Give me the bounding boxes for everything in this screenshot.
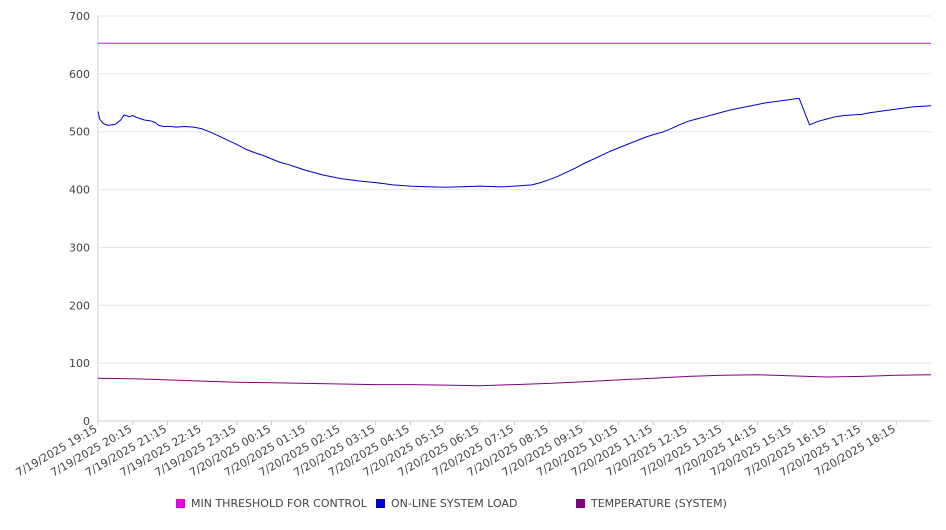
- y-tick-label: 400: [69, 184, 90, 197]
- legend-label-threshold: MIN THRESHOLD FOR CONTROL: [191, 497, 367, 510]
- y-tick-label: 600: [69, 68, 90, 81]
- legend-label-system-load: ON-LINE SYSTEM LOAD: [391, 497, 518, 510]
- y-tick-label: 300: [69, 241, 90, 254]
- y-tick-label: 100: [69, 357, 90, 370]
- y-tick-label: 700: [69, 10, 90, 23]
- legend-label-temperature: TEMPERATURE (SYSTEM): [591, 497, 727, 510]
- legend: MIN THRESHOLD FOR CONTROL ON-LINE SYSTEM…: [0, 497, 946, 517]
- legend-item-system-load[interactable]: ON-LINE SYSTEM LOAD: [376, 497, 517, 510]
- series-system-load-line: [97, 97, 932, 188]
- legend-swatch-system-load: [376, 499, 385, 508]
- legend-swatch-threshold: [176, 499, 185, 508]
- legend-swatch-temperature: [576, 499, 585, 508]
- series-temperature-line: [97, 374, 932, 387]
- legend-item-threshold[interactable]: MIN THRESHOLD FOR CONTROL: [176, 497, 367, 510]
- legend-item-temperature[interactable]: TEMPERATURE (SYSTEM): [576, 497, 727, 510]
- y-tick-label: 0: [83, 415, 90, 428]
- y-tick-label: 200: [69, 299, 90, 312]
- y-tick-label: 500: [69, 126, 90, 139]
